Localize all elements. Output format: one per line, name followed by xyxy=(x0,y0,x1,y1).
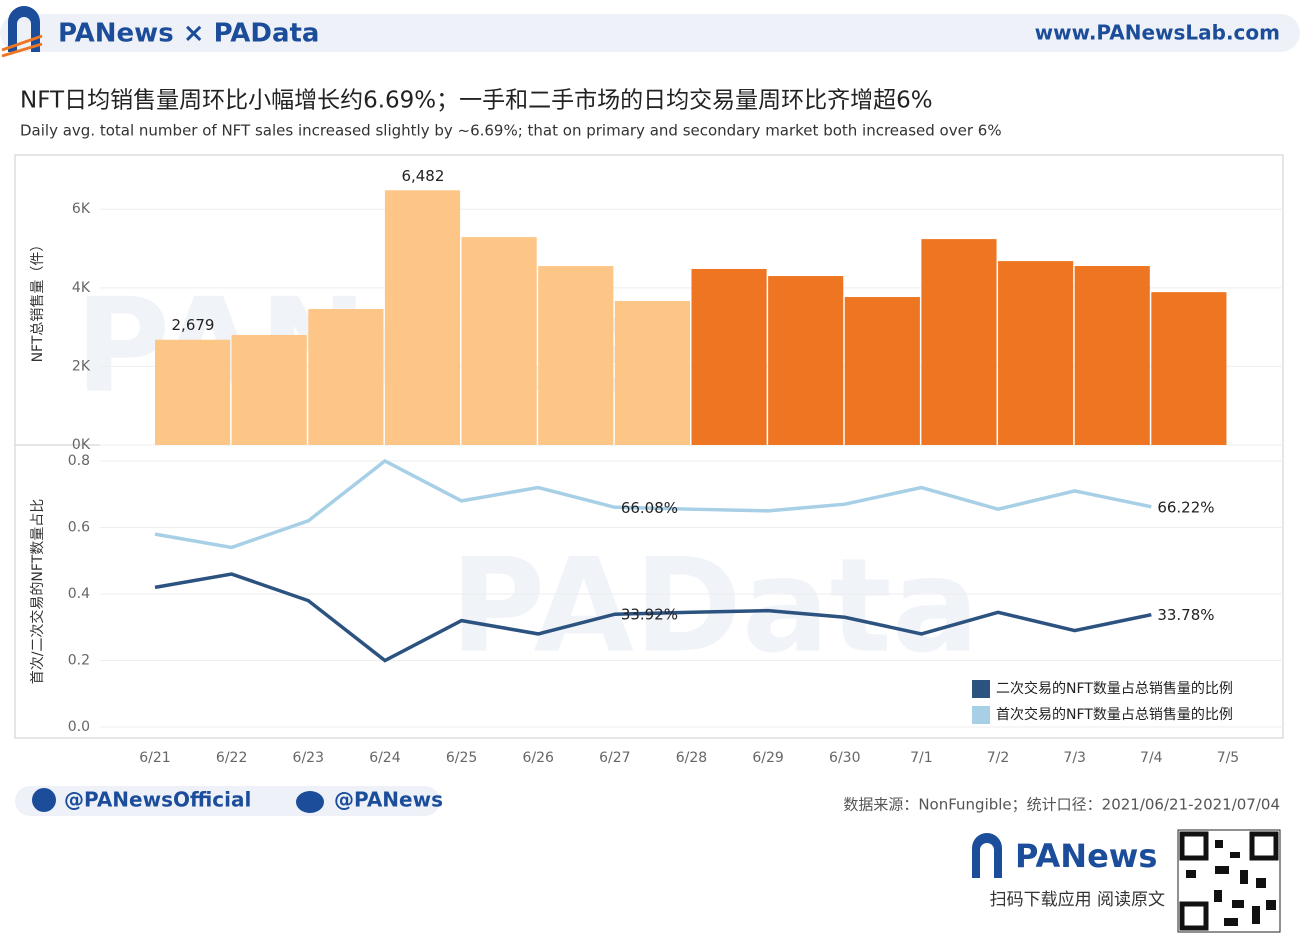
x-tick-label: 6/28 xyxy=(676,750,707,766)
line xyxy=(154,572,1152,663)
weibo: @PANews xyxy=(334,788,443,812)
x-tick-label: 6/24 xyxy=(369,750,401,766)
logo-stripe xyxy=(1,34,43,58)
source: 数据来源：NonFungible；统计口径：2021/06/21-2021/07… xyxy=(843,796,1280,814)
bar xyxy=(155,339,231,445)
watermark: PAData xyxy=(450,530,979,682)
data-label: 2,679 xyxy=(172,316,215,334)
y-tick-label: 0.4 xyxy=(68,586,90,602)
x-tick-label: 6/30 xyxy=(829,750,860,766)
x-tick-label: 6/22 xyxy=(216,750,247,766)
y-tick-label: 0.2 xyxy=(68,653,90,669)
x-tick-label: 7/5 xyxy=(1217,750,1240,766)
bar xyxy=(691,268,767,445)
data-label: 6,482 xyxy=(401,167,444,185)
qr-code xyxy=(1177,829,1281,933)
footer-bar xyxy=(15,786,440,816)
legend-label: 二次交易的NFT数量占总销售量的比例 xyxy=(996,680,1233,697)
bar xyxy=(1151,292,1227,445)
x-tick-label: 6/29 xyxy=(752,750,783,766)
x-tick-label: 7/2 xyxy=(987,750,1010,766)
bar xyxy=(384,190,461,445)
y-tick-label: 4K xyxy=(72,280,91,296)
bar xyxy=(461,237,537,445)
legend-swatch xyxy=(972,706,990,724)
y-tick-label: 0.6 xyxy=(68,519,90,535)
legend-label: 首次交易的NFT数量占总销售量的比例 xyxy=(996,706,1233,723)
y-tick-label: 2K xyxy=(72,358,91,374)
plot-frame xyxy=(14,154,1284,739)
brand: PANews × PAData xyxy=(58,19,319,49)
y-tick-label: 6K xyxy=(72,201,91,217)
title: NFT日均销售量周环比小幅增长约6.69%；一手和二手市场的日均交易量周环比齐增… xyxy=(20,88,933,114)
twitter-icon xyxy=(32,788,56,812)
x-tick-label: 6/21 xyxy=(139,750,170,766)
bar xyxy=(308,309,384,445)
cta: 扫码下载应用 阅读原文 xyxy=(990,890,1165,910)
bar xyxy=(231,334,307,445)
bar xyxy=(768,276,844,445)
x-tick-label: 6/27 xyxy=(599,750,630,766)
data-label: 66.22% xyxy=(1157,498,1214,516)
x-tick-label: 7/3 xyxy=(1063,750,1086,766)
y-axis-label: NFT总销售量（件） xyxy=(30,238,46,363)
footer-brand: PANews xyxy=(1015,837,1157,875)
legend-swatch xyxy=(972,680,990,698)
data-label: 33.92% xyxy=(621,606,678,624)
bar xyxy=(844,297,920,445)
bar xyxy=(538,266,614,445)
bar xyxy=(614,300,690,445)
x-tick-label: 6/26 xyxy=(522,750,554,766)
bar xyxy=(1074,266,1150,445)
line xyxy=(154,458,1152,550)
y-axis-label: 首次/二次交易的NFT数量占比 xyxy=(29,499,46,685)
weibo-icon xyxy=(296,791,324,813)
site: www.PANewsLab.com xyxy=(1035,21,1280,45)
bar xyxy=(921,239,997,445)
x-tick-label: 6/25 xyxy=(446,750,477,766)
y-tick-label: 0K xyxy=(72,437,91,453)
subtitle: Daily avg. total number of NFT sales inc… xyxy=(20,122,1002,140)
twitter: @PANewsOfficial xyxy=(64,788,251,812)
data-label: 66.08% xyxy=(621,499,678,517)
data-label: 33.78% xyxy=(1157,606,1214,624)
y-tick-label: 0.8 xyxy=(68,453,90,469)
bar xyxy=(998,261,1074,445)
x-tick-label: 7/1 xyxy=(910,750,933,766)
y-tick-label: 0.0 xyxy=(68,719,90,735)
logo xyxy=(972,833,1002,878)
header-bar xyxy=(0,14,1300,52)
x-tick-label: 6/23 xyxy=(293,750,324,766)
x-tick-label: 7/4 xyxy=(1140,750,1163,766)
